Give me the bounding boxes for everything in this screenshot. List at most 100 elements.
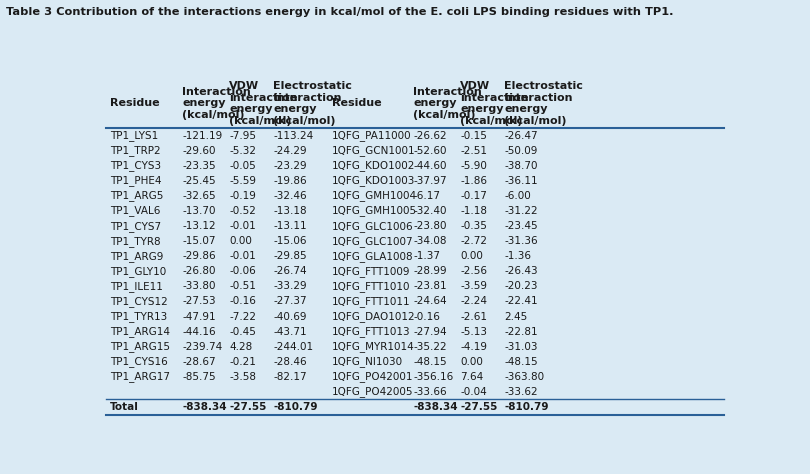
Bar: [501, 384, 557, 400]
Bar: [457, 294, 501, 309]
Bar: [178, 219, 225, 234]
Text: -27.55: -27.55: [460, 402, 497, 412]
Text: -0.51: -0.51: [229, 282, 256, 292]
Text: -6.00: -6.00: [505, 191, 531, 201]
Bar: [410, 279, 457, 294]
Bar: [457, 249, 501, 264]
Text: -0.01: -0.01: [229, 251, 256, 261]
Text: -0.06: -0.06: [229, 266, 256, 276]
Bar: [501, 234, 557, 249]
Bar: [106, 249, 178, 264]
Text: -15.07: -15.07: [182, 236, 215, 246]
Bar: [106, 203, 178, 219]
Bar: [270, 158, 323, 173]
Text: -37.97: -37.97: [413, 176, 447, 186]
Text: Residue: Residue: [331, 99, 382, 109]
Bar: [328, 339, 410, 354]
Bar: [270, 219, 323, 234]
Text: -13.11: -13.11: [273, 221, 307, 231]
Bar: [106, 279, 178, 294]
Bar: [457, 188, 501, 203]
Text: -23.81: -23.81: [413, 282, 447, 292]
Bar: [410, 294, 457, 309]
Bar: [328, 400, 410, 415]
Text: -27.37: -27.37: [273, 296, 307, 307]
Text: VDW
interaction
energy
(kcal/mol): VDW interaction energy (kcal/mol): [229, 81, 298, 126]
Bar: [457, 158, 501, 173]
Text: -29.86: -29.86: [182, 251, 215, 261]
Text: -244.01: -244.01: [273, 342, 313, 352]
Text: 1QFG_KDO1002: 1QFG_KDO1002: [331, 160, 415, 171]
Bar: [178, 158, 225, 173]
Bar: [106, 188, 178, 203]
Bar: [106, 324, 178, 339]
Text: 1QFG_FTT1010: 1QFG_FTT1010: [331, 281, 410, 292]
Bar: [270, 188, 323, 203]
Bar: [410, 400, 457, 415]
Bar: [501, 173, 557, 188]
Text: -2.61: -2.61: [460, 311, 488, 321]
Bar: [178, 203, 225, 219]
Bar: [328, 158, 410, 173]
Bar: [225, 143, 270, 158]
Bar: [270, 400, 323, 415]
Text: -5.59: -5.59: [229, 176, 256, 186]
Bar: [178, 309, 225, 324]
Text: -22.81: -22.81: [505, 327, 538, 337]
Text: -5.90: -5.90: [460, 161, 487, 171]
Text: -0.15: -0.15: [460, 131, 487, 141]
Bar: [106, 234, 178, 249]
Text: Electrostatic
interaction
energy
(kcal/mol): Electrostatic interaction energy (kcal/m…: [273, 81, 352, 126]
Text: -0.04: -0.04: [460, 387, 487, 397]
Text: -85.75: -85.75: [182, 372, 215, 382]
Bar: [457, 264, 501, 279]
Bar: [270, 279, 323, 294]
Bar: [225, 309, 270, 324]
Text: -27.55: -27.55: [229, 402, 266, 412]
Bar: [328, 234, 410, 249]
Text: -26.62: -26.62: [413, 131, 447, 141]
Bar: [225, 264, 270, 279]
Text: -32.40: -32.40: [413, 206, 447, 216]
Text: -28.46: -28.46: [273, 357, 307, 367]
Bar: [178, 369, 225, 384]
Text: -23.80: -23.80: [413, 221, 447, 231]
Bar: [501, 339, 557, 354]
Bar: [178, 324, 225, 339]
Bar: [106, 158, 178, 173]
Bar: [410, 173, 457, 188]
Text: 2.45: 2.45: [505, 311, 527, 321]
Text: Residue: Residue: [110, 99, 160, 109]
Text: -1.86: -1.86: [460, 176, 488, 186]
Text: TP1_ARG9: TP1_ARG9: [110, 251, 164, 262]
Text: -239.74: -239.74: [182, 342, 223, 352]
Bar: [270, 294, 323, 309]
Text: TP1_CYS12: TP1_CYS12: [110, 296, 168, 307]
Text: -0.45: -0.45: [229, 327, 256, 337]
Bar: [270, 234, 323, 249]
Text: -838.34: -838.34: [413, 402, 458, 412]
Text: 1QFG_GLA1008: 1QFG_GLA1008: [331, 251, 413, 262]
Text: -0.52: -0.52: [229, 206, 256, 216]
Bar: [501, 79, 557, 128]
Text: -113.24: -113.24: [273, 131, 313, 141]
Text: -0.35: -0.35: [460, 221, 487, 231]
Text: 1QFG_PA11000: 1QFG_PA11000: [331, 130, 411, 141]
Bar: [328, 309, 410, 324]
Text: -0.16: -0.16: [413, 311, 440, 321]
Text: -28.67: -28.67: [182, 357, 215, 367]
Text: 1QFG_GLC1007: 1QFG_GLC1007: [331, 236, 413, 246]
Text: -23.35: -23.35: [182, 161, 215, 171]
Bar: [106, 128, 178, 143]
Bar: [270, 369, 323, 384]
Bar: [106, 354, 178, 369]
Bar: [178, 188, 225, 203]
Text: TP1_LYS1: TP1_LYS1: [110, 130, 158, 141]
Text: -36.11: -36.11: [505, 176, 538, 186]
Bar: [457, 339, 501, 354]
Text: -32.46: -32.46: [273, 191, 307, 201]
Text: Interaction
energy
(kcal/mol): Interaction energy (kcal/mol): [413, 87, 482, 120]
Text: -27.94: -27.94: [413, 327, 447, 337]
Bar: [225, 219, 270, 234]
Bar: [457, 324, 501, 339]
